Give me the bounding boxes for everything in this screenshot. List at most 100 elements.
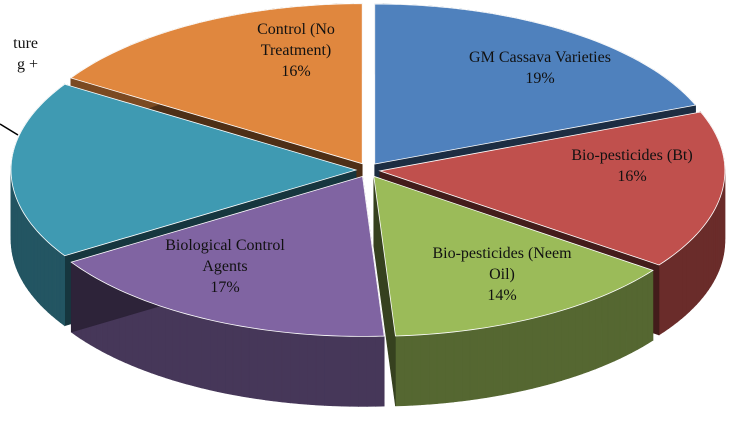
slice-side xyxy=(672,251,678,326)
slice-side xyxy=(349,336,359,407)
slice-top xyxy=(10,83,358,257)
slice-side xyxy=(341,335,351,407)
label-line: Oil) xyxy=(489,266,515,283)
slice-side xyxy=(375,335,385,407)
slice-side xyxy=(607,290,615,365)
slice-side xyxy=(588,298,596,372)
slice-side xyxy=(172,309,181,383)
slice-side xyxy=(705,218,709,295)
slice-side xyxy=(677,247,683,323)
slice-side xyxy=(702,222,707,298)
slice-side xyxy=(601,293,609,367)
slice-side xyxy=(708,214,712,291)
slice-side xyxy=(668,254,674,330)
slice-side xyxy=(324,335,334,407)
slice-side xyxy=(59,251,66,327)
slice-side xyxy=(25,215,29,292)
slice-side xyxy=(33,226,38,303)
slice-side xyxy=(165,307,173,381)
slice-side xyxy=(151,302,159,376)
slice-side xyxy=(281,331,291,404)
slice-side xyxy=(517,319,526,393)
slice-side xyxy=(445,331,455,404)
slice-side xyxy=(685,240,690,316)
slice-side xyxy=(144,300,152,374)
label-line: g + xyxy=(17,56,38,73)
leader-line xyxy=(0,123,19,136)
percent-label: 14% xyxy=(487,287,516,304)
slice-side xyxy=(23,211,27,288)
slice-label: Control (No Treatment) 16% xyxy=(257,21,335,80)
slice-side xyxy=(51,244,57,320)
slice-side xyxy=(158,305,166,379)
slice-side xyxy=(298,333,308,405)
slice-side xyxy=(411,334,421,406)
percent-label: 17% xyxy=(210,279,239,296)
slice-side xyxy=(366,335,376,407)
slice-side xyxy=(595,295,603,370)
slice-side xyxy=(428,333,438,405)
slice-side xyxy=(265,329,275,402)
slice-side xyxy=(696,229,701,306)
slice-side xyxy=(493,324,503,397)
slice-side xyxy=(358,336,368,407)
slice-side xyxy=(712,208,716,283)
slice-top xyxy=(70,3,363,165)
slice-side xyxy=(37,230,41,306)
slice-top xyxy=(373,175,654,337)
slice-side xyxy=(554,310,562,383)
slice-side xyxy=(290,332,300,404)
slice-top xyxy=(378,111,726,266)
label-line: ture xyxy=(13,35,38,52)
slice-side xyxy=(43,237,49,313)
slice-side xyxy=(186,313,195,387)
slice-label: Biological Control Agents 17% xyxy=(165,237,285,296)
percent-label: 19% xyxy=(525,70,554,87)
slice-side xyxy=(240,325,250,398)
slice-side xyxy=(315,334,325,406)
slice-side xyxy=(194,315,203,389)
slice-side xyxy=(232,324,242,397)
percent-label: 16% xyxy=(281,63,310,80)
label-line: Agents xyxy=(202,258,247,275)
slice-side xyxy=(619,284,627,359)
slice-side xyxy=(631,279,638,354)
slice-side xyxy=(582,300,590,375)
slice-side xyxy=(40,234,45,310)
slice-side xyxy=(699,226,704,302)
slice-side xyxy=(30,223,35,299)
slice-side xyxy=(273,330,283,403)
label-line: Control (No xyxy=(257,21,335,38)
slice-side xyxy=(636,276,643,351)
pie-slice xyxy=(373,175,654,407)
slice-side xyxy=(477,327,487,400)
slice-side xyxy=(575,303,583,377)
slice-side xyxy=(689,237,694,313)
slice-label: Bio-pesticides (Neem Oil) 14% xyxy=(432,245,572,304)
slice-label: GM Cassava Varieties 19% xyxy=(469,49,611,87)
slice-label: Bio-pesticides (Bt) 16% xyxy=(571,147,692,185)
percent-label: 16% xyxy=(617,168,646,185)
slice-side xyxy=(217,321,226,394)
slice-label: ture g + xyxy=(13,35,38,73)
slice-side xyxy=(568,305,576,379)
slice-side xyxy=(658,261,665,336)
slice-side xyxy=(21,207,24,284)
slice-side xyxy=(663,257,669,333)
slice-side xyxy=(403,334,413,407)
slice-side xyxy=(225,322,234,396)
label-line: GM Cassava Varieties xyxy=(469,49,611,66)
slice-side xyxy=(547,312,555,385)
slice-side xyxy=(179,311,188,385)
slice-side xyxy=(681,244,687,320)
slice-side xyxy=(501,323,510,396)
slice-side xyxy=(453,330,463,403)
slice-side xyxy=(509,321,518,394)
slice-side xyxy=(28,219,32,295)
slice-top xyxy=(374,3,697,165)
slice-side xyxy=(420,333,430,406)
slice-side xyxy=(625,282,633,356)
slice-top xyxy=(70,175,385,337)
slice-side xyxy=(307,334,317,406)
slice-side xyxy=(532,316,541,389)
